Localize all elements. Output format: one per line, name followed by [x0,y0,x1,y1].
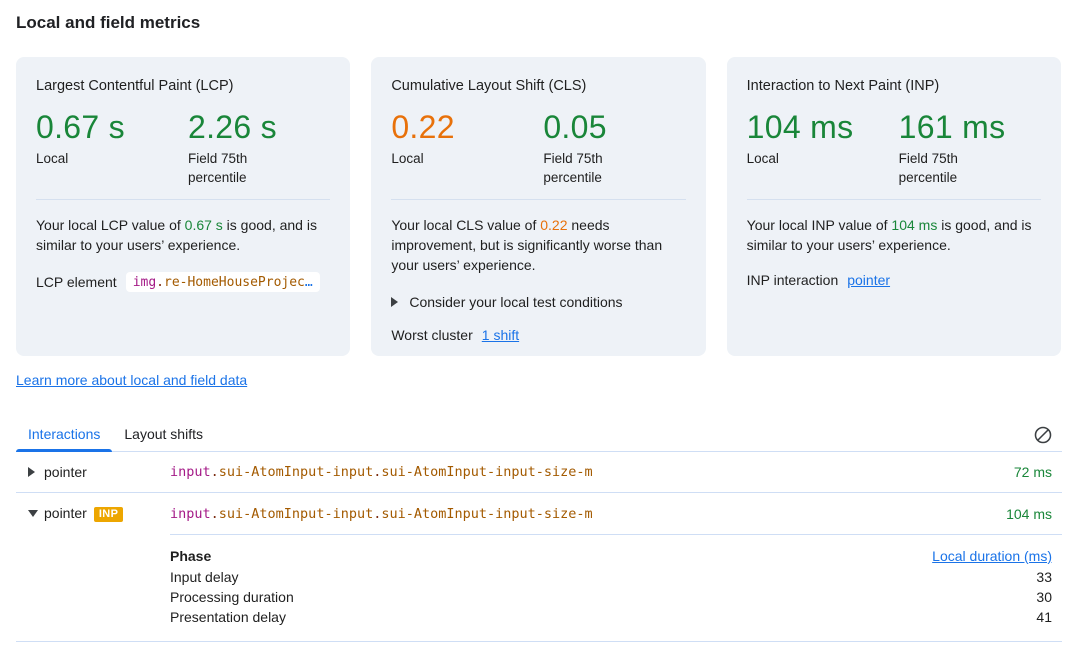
phase-column-header: Phase [170,548,212,564]
interaction-duration: 72 ms [1013,464,1052,480]
cls-field-value-block: 0.05 Field 75th percentile [543,109,651,187]
lcp-local-value-block: 0.67 s Local [36,109,188,187]
collapse-icon[interactable] [28,510,38,517]
tab-interactions[interactable]: Interactions [16,426,113,452]
inp-field-value: 161 ms [898,109,1006,145]
clear-button[interactable] [1032,424,1054,446]
phase-row-processing-duration: Processing duration 30 [170,589,1052,605]
lcp-local-value: 0.67 s [36,109,125,145]
cls-field-value: 0.05 [543,109,607,145]
metric-cards: Largest Contentful Paint (LCP) 0.67 s Lo… [16,57,1061,356]
block-icon [1034,426,1052,444]
tab-layout-shifts[interactable]: Layout shifts [124,426,203,442]
phase-details: Phase Local duration (ms) Input delay 33 … [16,534,1062,642]
lcp-field-value: 2.26 s [188,109,277,145]
cls-values: 0.22 Local 0.05 Field 75th percentile [391,109,685,187]
cls-description: Your local CLS value of 0.22 needs impro… [391,217,663,273]
interaction-duration: 104 ms [1006,505,1052,522]
cls-local-value-block: 0.22 Local [391,109,543,187]
lcp-description: Your local LCP value of 0.67 s is good, … [36,217,317,253]
lcp-element-label: LCP element [36,274,117,290]
inp-description: Your local INP value of 104 ms is good, … [746,217,1032,253]
lcp-inline-value: 0.67 s [184,217,223,233]
worst-cluster-label: Worst cluster [391,327,473,343]
interaction-selector: input.sui-AtomInput-input.sui-AtomInput-… [170,464,593,480]
disclosure-label: Consider your local test conditions [409,294,623,310]
lcp-field-label: Field 75th percentile [188,151,248,185]
card-divider [36,199,331,200]
interaction-row-1[interactable]: pointer input.sui-AtomInput-input.sui-At… [16,452,1062,493]
inp-local-label: Local [746,151,779,166]
interaction-type: pointer INP [44,505,170,522]
cls-card: Cumulative Layout Shift (CLS) 0.22 Local… [371,57,706,356]
cls-card-title: Cumulative Layout Shift (CLS) [391,78,587,94]
local-test-conditions-disclosure[interactable]: Consider your local test conditions [391,294,685,310]
lcp-card-title: Largest Contentful Paint (LCP) [36,78,234,94]
cls-field-label: Field 75th percentile [543,151,603,185]
inp-field-value-block: 161 ms Field 75th percentile [899,109,1007,187]
cls-local-label: Local [391,151,424,166]
inp-values: 104 ms Local 161 ms Field 75th percentil… [747,109,1041,187]
interaction-type: pointer [44,464,87,480]
expand-icon[interactable] [28,467,35,477]
worst-cluster-row: Worst cluster 1 shift [391,327,685,343]
phase-row-presentation-delay: Presentation delay 41 [170,609,1052,625]
inp-local-value: 104 ms [746,109,854,145]
worst-cluster-link[interactable]: 1 shift [481,327,520,343]
tab-bar: Interactions Layout shifts [16,425,1062,452]
inp-card-title: Interaction to Next Paint (INP) [746,78,940,94]
learn-more-link[interactable]: Learn more about local and field data [16,372,248,388]
card-divider [746,199,1041,200]
inp-field-label: Field 75th percentile [898,151,958,185]
interaction-selector: input.sui-AtomInput-input.sui-AtomInput-… [170,505,593,522]
interaction-row-2[interactable]: pointer INP input.sui-AtomInput-input.sui… [16,493,1062,534]
lcp-element-chip[interactable]: img.re-HomeHouseProjec… [125,272,320,292]
page-title: Local and field metrics [16,13,201,32]
lcp-values: 0.67 s Local 2.26 s Field 75th percentil… [36,109,330,187]
cls-inline-value: 0.22 [540,217,568,233]
cls-local-value: 0.22 [391,109,455,145]
lcp-field-value-block: 2.26 s Field 75th percentile [188,109,296,187]
lcp-element-row: LCP element img.re-HomeHouseProjec… [36,272,330,292]
inp-interaction-link[interactable]: pointer [847,272,891,288]
lcp-card: Largest Contentful Paint (LCP) 0.67 s Lo… [16,57,351,356]
interactions-table: pointer input.sui-AtomInput-input.sui-At… [16,452,1062,642]
inp-card: Interaction to Next Paint (INP) 104 ms L… [726,57,1061,356]
local-duration-sort-link[interactable]: Local duration (ms) [932,548,1052,564]
inp-local-value-block: 104 ms Local [747,109,899,187]
inp-interaction-label: INP interaction [746,272,839,288]
inp-badge: INP [93,506,124,522]
lcp-local-label: Local [36,151,69,166]
card-divider [391,199,686,200]
disclosure-triangle-icon[interactable] [391,297,399,307]
inp-inline-value: 104 ms [891,217,938,233]
inp-interaction-row: INP interaction pointer [747,272,1041,288]
phase-row-input-delay: Input delay 33 [170,569,1052,585]
